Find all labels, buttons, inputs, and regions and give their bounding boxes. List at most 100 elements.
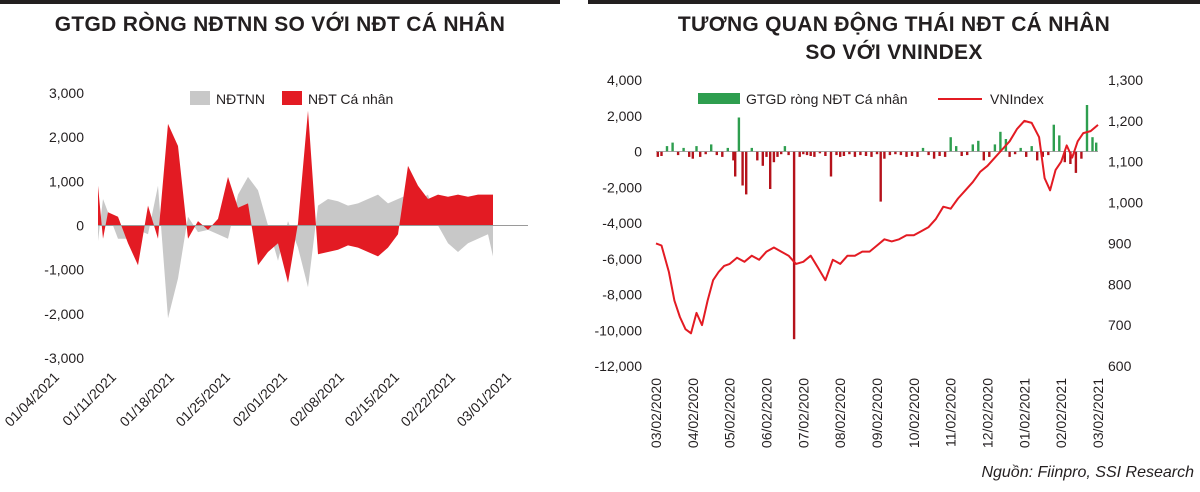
- right-legend-swatch-bars: [698, 93, 740, 104]
- right-y-right-tick-label: 1,000: [1108, 195, 1143, 211]
- right-bar: [1030, 146, 1033, 152]
- left-legend-swatch-ndtnn: [190, 91, 210, 105]
- left-y-tick-label: -1,000: [44, 262, 84, 278]
- right-x-tick-label: 07/02/2020: [795, 378, 811, 448]
- right-bar: [916, 151, 919, 157]
- left-y-tick-label: 3,000: [49, 85, 84, 101]
- right-bar: [943, 151, 947, 157]
- left-x-tick-label: 01/25/2021: [172, 369, 233, 430]
- right-bar: [921, 147, 925, 152]
- right-bar: [949, 137, 952, 152]
- right-bar: [839, 151, 842, 157]
- right-bar: [848, 151, 851, 155]
- right-bar: [737, 117, 741, 152]
- right-bar: [835, 151, 838, 156]
- left-chart-svg: 3,000 2,000 1,000 0 -1,000 -2,000 -3,000 01/04/…: [1, 85, 528, 430]
- right-bar: [787, 151, 790, 156]
- right-bar: [842, 151, 846, 156]
- right-bar: [765, 151, 768, 157]
- right-chart-title-line-1: TƯƠNG QUAN ĐỘNG THÁI NĐT CÁ NHÂN: [677, 13, 1111, 36]
- right-y-right-tick-label: 700: [1108, 317, 1132, 333]
- right-y-left-tick-label: 2,000: [607, 108, 642, 124]
- right-bar: [1013, 151, 1017, 155]
- left-title-rule: [0, 0, 560, 4]
- right-bar: [859, 151, 862, 156]
- left-y-tick-label: 1,000: [49, 173, 84, 189]
- right-bar: [710, 144, 713, 152]
- right-x-tick-label: 09/02/2020: [869, 378, 885, 448]
- right-bar: [809, 151, 812, 156]
- right-bar: [955, 146, 958, 152]
- right-bar: [1047, 151, 1050, 156]
- right-bar: [734, 151, 737, 177]
- right-bar: [1063, 151, 1066, 163]
- left-area-ndt-ca-nhan: [98, 110, 493, 283]
- left-y-tick-label: 0: [76, 218, 84, 234]
- right-bar: [938, 151, 941, 156]
- right-x-tick-label: 01/02/2021: [1016, 378, 1032, 448]
- right-bar: [899, 151, 903, 156]
- right-bar: [805, 151, 809, 156]
- right-y-left-tick-label: 4,000: [607, 72, 642, 88]
- left-x-tick-label: 03/01/2021: [453, 369, 514, 430]
- right-bar: [732, 151, 735, 161]
- right-bar: [1095, 142, 1098, 152]
- right-y-left-tick-label: -12,000: [595, 358, 643, 374]
- right-y-right-tick-label: 600: [1108, 358, 1132, 374]
- right-bar: [870, 151, 873, 157]
- right-bar: [982, 151, 985, 161]
- right-bar: [783, 146, 787, 152]
- right-y-right-tick-label: 800: [1108, 276, 1132, 292]
- right-bar: [910, 151, 914, 156]
- right-bar: [802, 151, 805, 155]
- right-bar: [656, 151, 659, 157]
- left-legend-label-ndtnn: NĐTNN: [216, 91, 265, 107]
- right-bar: [1080, 151, 1083, 159]
- right-bar: [776, 151, 779, 157]
- right-bar: [704, 151, 707, 155]
- right-bar: [761, 151, 764, 166]
- right-bar: [671, 142, 674, 152]
- left-y-tick-label: -3,000: [44, 350, 84, 366]
- right-bar: [993, 144, 997, 152]
- right-bar: [883, 151, 886, 159]
- right-bar: [988, 151, 991, 157]
- right-y-right-tick-label: 1,200: [1108, 113, 1143, 129]
- right-bar: [905, 151, 908, 157]
- right-x-tick-label: 05/02/2020: [722, 378, 738, 448]
- right-bar: [879, 151, 882, 202]
- right-bar: [726, 147, 729, 152]
- right-bar: [864, 151, 868, 156]
- right-bar: [966, 151, 969, 156]
- right-bar: [875, 151, 879, 155]
- right-y-left-tick-label: -6,000: [602, 251, 642, 267]
- right-bar: [932, 151, 936, 159]
- left-x-tick-label: 02/22/2021: [397, 369, 458, 430]
- right-bar: [660, 151, 663, 156]
- right-bar: [1036, 151, 1039, 161]
- right-bar: [691, 151, 694, 159]
- right-bar: [971, 144, 974, 152]
- left-x-tick-label: 02/01/2021: [229, 369, 290, 430]
- left-chart-panel: GTGD RÒNG NĐTNN SO VỚI NĐT CÁ NHÂN 3,000…: [0, 0, 560, 492]
- right-bar: [1008, 151, 1011, 157]
- right-y-left-tick-label: -4,000: [602, 215, 642, 231]
- right-y-left-tick-label: -2,000: [602, 179, 642, 195]
- right-bar: [894, 151, 897, 155]
- right-y-left-tick-label: -10,000: [595, 322, 643, 338]
- right-bar: [792, 151, 796, 340]
- left-x-tick-label: 01/11/2021: [59, 369, 119, 429]
- left-chart-title: GTGD RÒNG NĐTNN SO VỚI NĐT CÁ NHÂN: [54, 13, 506, 36]
- right-bar: [1069, 151, 1072, 164]
- right-x-tick-label: 11/02/2020: [943, 378, 959, 447]
- right-bar: [960, 151, 963, 156]
- right-y-right-tick-label: 900: [1108, 235, 1132, 251]
- right-bar: [780, 151, 783, 155]
- right-bar: [829, 151, 833, 177]
- right-bar: [676, 151, 680, 156]
- right-x-tick-label: 12/02/2020: [980, 378, 996, 448]
- left-legend-swatch-ndt-ca-nhan: [282, 91, 302, 105]
- left-y-tick-label: -2,000: [44, 306, 84, 322]
- right-bar: [772, 151, 776, 163]
- left-x-tick-label: 01/04/2021: [1, 369, 62, 430]
